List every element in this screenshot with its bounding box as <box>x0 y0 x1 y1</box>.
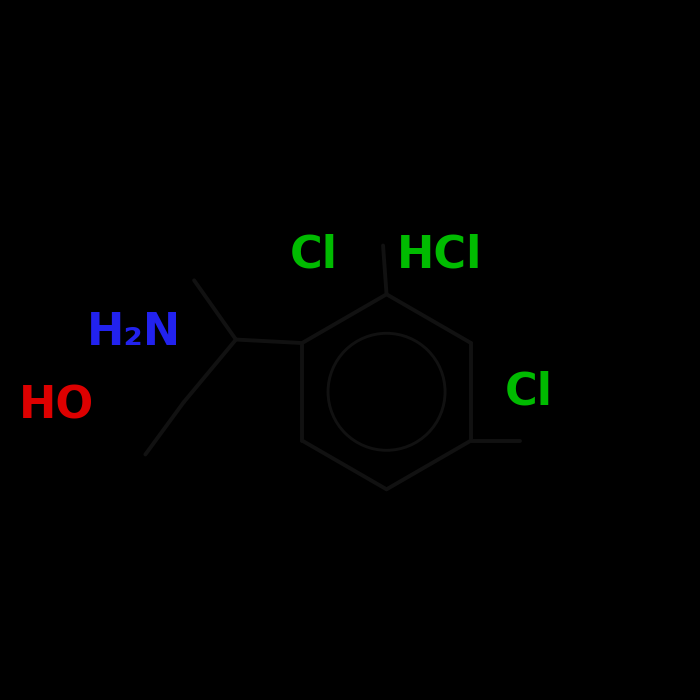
Text: Cl: Cl <box>505 370 553 413</box>
Text: H₂N: H₂N <box>87 311 181 354</box>
Text: HCl: HCl <box>397 234 482 277</box>
Text: Cl: Cl <box>289 234 337 277</box>
Text: HO: HO <box>19 384 94 427</box>
